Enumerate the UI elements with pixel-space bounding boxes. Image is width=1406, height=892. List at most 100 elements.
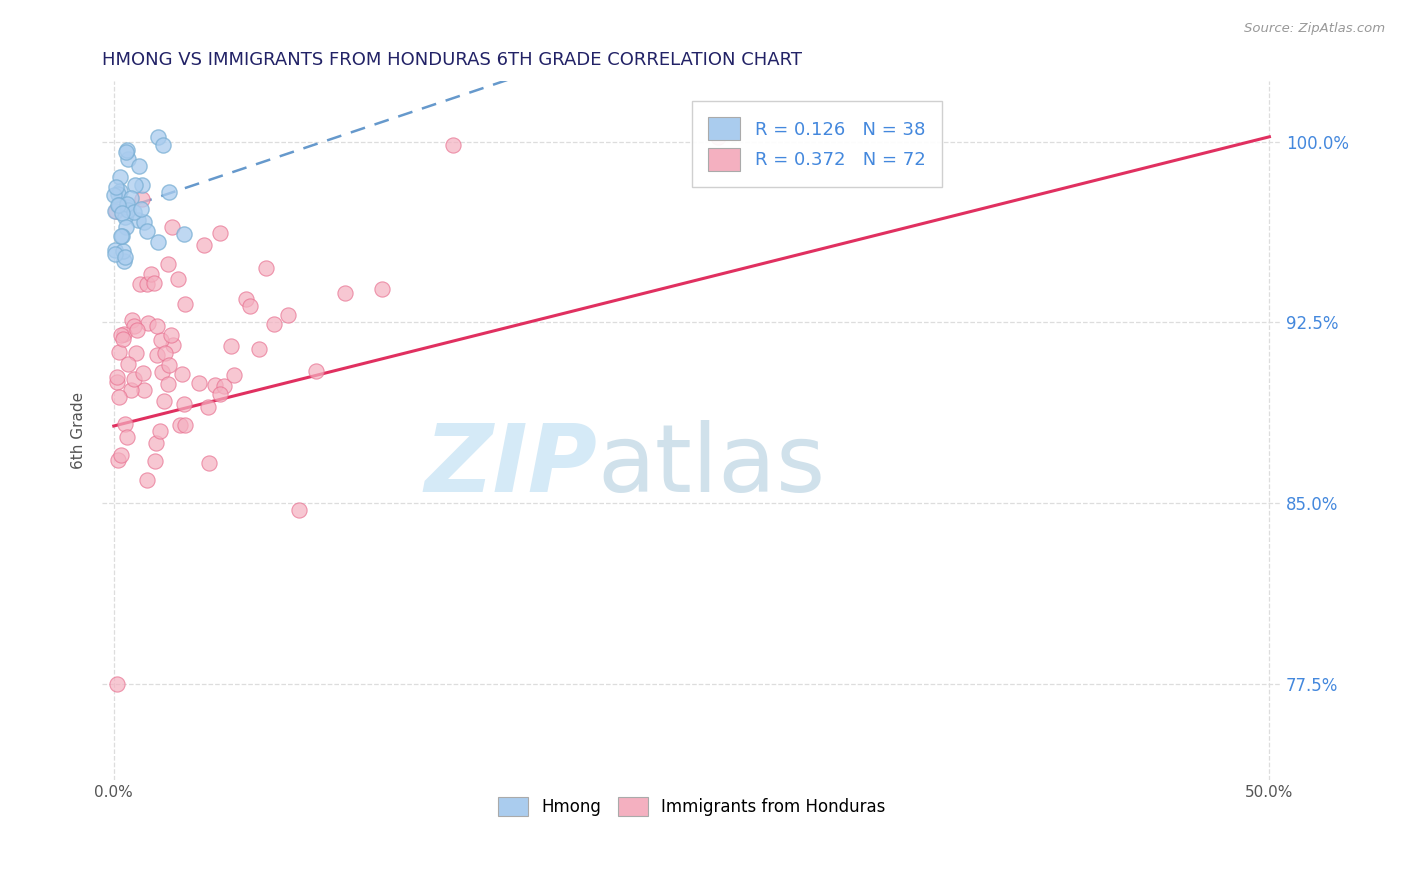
- Point: [107, 376, 129, 390]
- Point: [136, 224, 159, 238]
- Point: [114, 417, 136, 431]
- Point: [111, 205, 134, 219]
- Point: [209, 387, 232, 401]
- Point: [173, 397, 195, 411]
- Point: [239, 299, 262, 313]
- Point: [136, 316, 159, 330]
- Point: [212, 379, 235, 393]
- Point: [117, 203, 139, 218]
- Point: [117, 152, 139, 166]
- Point: [174, 417, 197, 432]
- Point: [136, 473, 159, 487]
- Point: [107, 186, 129, 201]
- Point: [162, 338, 184, 352]
- Point: [157, 358, 180, 372]
- Point: [117, 357, 139, 371]
- Point: [131, 192, 153, 206]
- Point: [204, 378, 226, 392]
- Point: [108, 170, 131, 185]
- Point: [110, 328, 132, 343]
- Point: [117, 197, 139, 211]
- Point: [132, 366, 155, 380]
- Point: [105, 180, 128, 194]
- Point: [122, 204, 145, 219]
- Text: ZIP: ZIP: [425, 420, 598, 512]
- Point: [305, 364, 328, 378]
- Point: [247, 342, 270, 356]
- Point: [108, 390, 131, 404]
- Point: [150, 365, 173, 379]
- Y-axis label: 6th Grade: 6th Grade: [72, 392, 86, 469]
- Point: [115, 200, 138, 214]
- Point: [150, 333, 173, 347]
- Point: [156, 376, 179, 391]
- Point: [146, 348, 169, 362]
- Point: [145, 318, 167, 333]
- Point: [277, 308, 299, 322]
- Point: [107, 453, 129, 467]
- Point: [706, 129, 728, 144]
- Point: [288, 503, 311, 517]
- Point: [146, 235, 169, 249]
- Point: [108, 184, 131, 198]
- Point: [111, 229, 134, 244]
- Point: [110, 449, 132, 463]
- Point: [135, 277, 157, 292]
- Point: [142, 277, 165, 291]
- Point: [124, 178, 146, 192]
- Point: [169, 418, 191, 433]
- Point: [333, 285, 356, 300]
- Point: [114, 220, 136, 235]
- Point: [131, 178, 153, 193]
- Point: [115, 143, 138, 157]
- Point: [129, 277, 152, 292]
- Point: [209, 226, 232, 240]
- Point: [132, 383, 155, 397]
- Point: [127, 213, 149, 227]
- Point: [170, 367, 193, 381]
- Point: [104, 204, 127, 219]
- Point: [105, 203, 128, 218]
- Point: [114, 250, 136, 264]
- Point: [115, 145, 138, 160]
- Point: [188, 376, 211, 390]
- Point: [114, 254, 136, 268]
- Point: [107, 197, 129, 211]
- Point: [222, 368, 245, 382]
- Point: [263, 318, 285, 332]
- Point: [148, 129, 170, 144]
- Point: [148, 424, 170, 438]
- Point: [139, 268, 162, 282]
- Point: [129, 202, 152, 217]
- Point: [104, 243, 127, 257]
- Point: [132, 215, 155, 229]
- Point: [121, 313, 143, 327]
- Text: Source: ZipAtlas.com: Source: ZipAtlas.com: [1244, 22, 1385, 36]
- Point: [128, 159, 150, 173]
- Point: [254, 261, 277, 276]
- Point: [114, 210, 136, 224]
- Point: [124, 345, 146, 359]
- Point: [157, 186, 180, 200]
- Point: [103, 188, 125, 202]
- Point: [157, 257, 180, 271]
- Point: [114, 327, 136, 342]
- Point: [219, 339, 242, 353]
- Point: [197, 401, 219, 415]
- Text: HMONG VS IMMIGRANTS FROM HONDURAS 6TH GRADE CORRELATION CHART: HMONG VS IMMIGRANTS FROM HONDURAS 6TH GR…: [103, 51, 803, 69]
- Point: [124, 318, 146, 333]
- Point: [122, 371, 145, 385]
- Point: [371, 282, 394, 296]
- Point: [235, 292, 257, 306]
- Point: [107, 198, 129, 212]
- Text: atlas: atlas: [598, 420, 825, 512]
- Point: [108, 345, 131, 359]
- Point: [112, 332, 135, 346]
- Point: [120, 384, 142, 398]
- Point: [198, 456, 221, 470]
- Point: [160, 219, 183, 234]
- Point: [166, 272, 188, 286]
- Point: [153, 394, 176, 409]
- Point: [120, 191, 142, 205]
- Point: [104, 247, 127, 261]
